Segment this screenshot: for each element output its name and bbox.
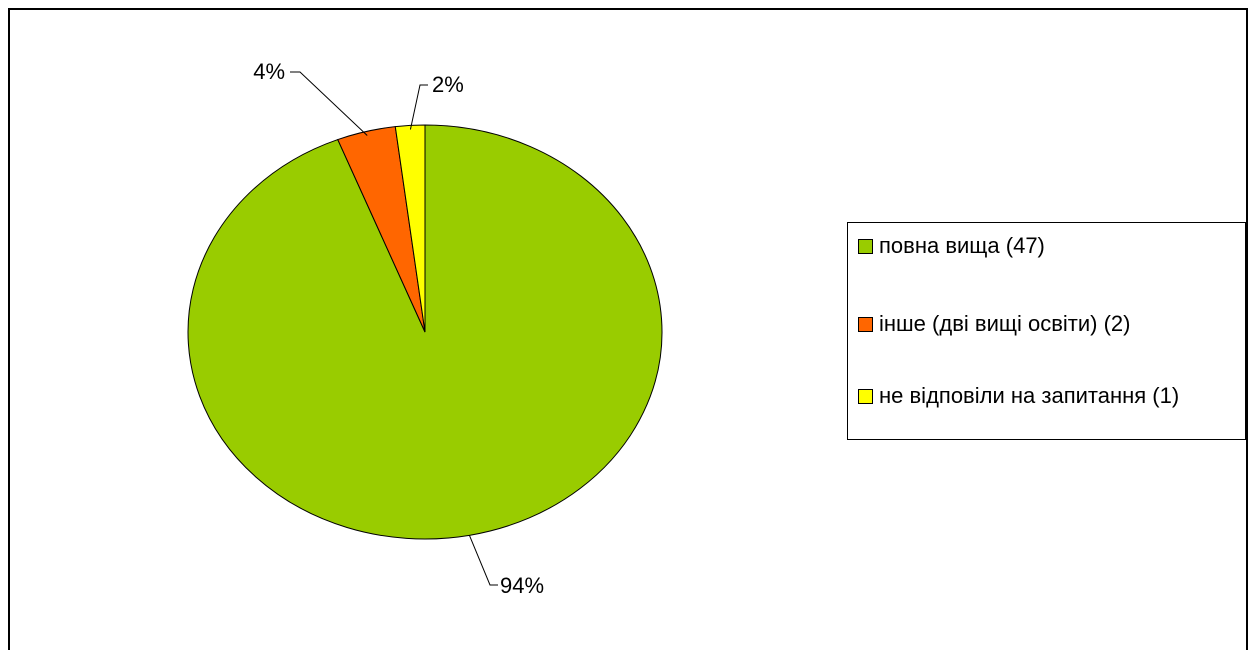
legend-swatch [858,239,873,254]
legend-label: інше (дві вищі освіти) (2) [879,311,1131,336]
leader-line [409,84,428,130]
legend-item: не відповіли на запитання (1) [858,383,1179,409]
legend-item: повна вища (47) [858,233,1045,259]
legend-item: інше (дві вищі освіти) (2) [858,311,1130,337]
leader-line [290,71,368,136]
data-label: 4% [253,59,285,84]
legend: повна вища (47) інше (дві вищі освіти) (2… [847,222,1246,440]
leader-line [468,535,498,586]
legend-swatch [858,317,873,332]
legend-label: повна вища (47) [879,233,1045,258]
pie-slice [394,124,426,333]
legend-label: не відповіли на запитання (1) [879,383,1180,408]
data-label: 2% [432,72,464,97]
data-label: 94% [500,573,544,598]
pie-slice [187,124,663,540]
frame [8,8,1248,650]
legend-swatch [858,389,873,404]
